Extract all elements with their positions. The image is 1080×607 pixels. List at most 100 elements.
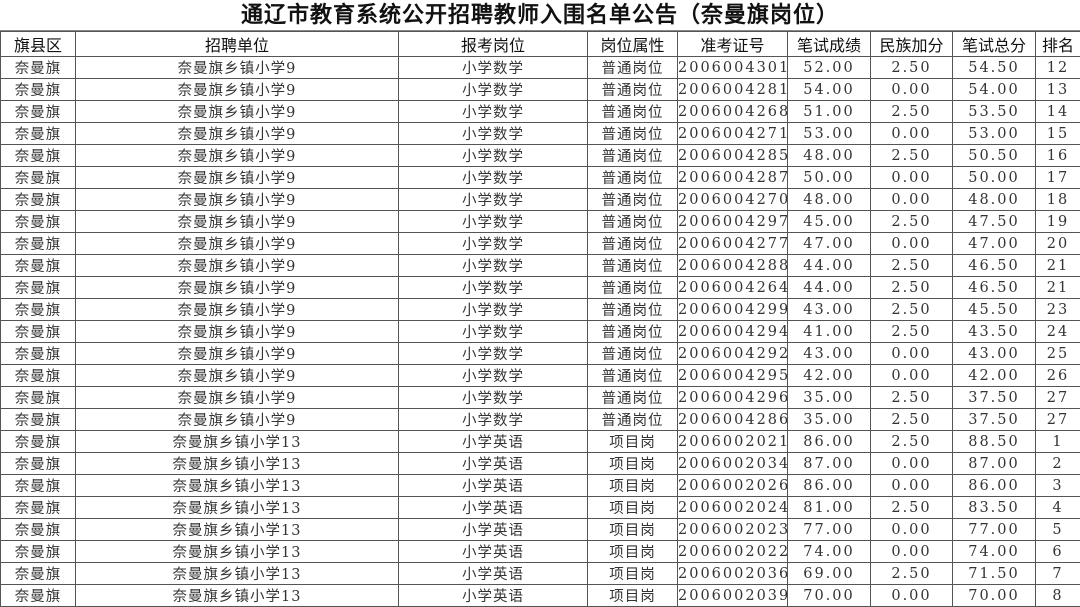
cell-ethnic-bonus: 2.50 (871, 431, 953, 453)
cell-total-score: 53.00 (953, 123, 1036, 145)
cell-ethnic-bonus: 0.00 (871, 453, 953, 475)
cell-ethnic-bonus: 0.00 (871, 189, 953, 211)
cell-rank: 26 (1036, 365, 1080, 387)
cell-position: 小学数学 (399, 57, 588, 79)
cell-rank: 3 (1036, 475, 1080, 497)
cell-ethnic-bonus: 2.50 (871, 321, 953, 343)
cell-recruiting-unit: 奈曼旗乡镇小学13 (76, 563, 399, 585)
cell-recruiting-unit: 奈曼旗乡镇小学9 (76, 101, 399, 123)
cell-position-type: 项目岗 (588, 475, 678, 497)
cell-rank: 5 (1036, 519, 1080, 541)
cell-ethnic-bonus: 0.00 (871, 167, 953, 189)
cell-rank: 6 (1036, 541, 1080, 563)
cell-position-type: 普通岗位 (588, 321, 678, 343)
cell-total-score: 74.00 (953, 541, 1036, 563)
cell-written-score: 77.00 (788, 519, 871, 541)
cell-exam-id: 2006004292 (678, 343, 788, 365)
cell-position: 小学数学 (399, 343, 588, 365)
cell-recruiting-unit: 奈曼旗乡镇小学9 (76, 387, 399, 409)
cell-ethnic-bonus: 0.00 (871, 343, 953, 365)
cell-position: 小学数学 (399, 233, 588, 255)
cell-position: 小学数学 (399, 321, 588, 343)
cell-written-score: 48.00 (788, 189, 871, 211)
cell-exam-id: 2006002039 (678, 585, 788, 607)
cell-position: 小学数学 (399, 365, 588, 387)
cell-exam-id: 2006002021 (678, 431, 788, 453)
cell-position-type: 普通岗位 (588, 167, 678, 189)
cell-exam-id: 2006004296 (678, 387, 788, 409)
cell-district: 奈曼旗 (1, 585, 76, 607)
cell-position-type: 普通岗位 (588, 123, 678, 145)
cell-rank: 1 (1036, 431, 1080, 453)
cell-ethnic-bonus: 0.00 (871, 123, 953, 145)
cell-recruiting-unit: 奈曼旗乡镇小学13 (76, 585, 399, 607)
cell-exam-id: 2006004299 (678, 299, 788, 321)
cell-exam-id: 2006002023 (678, 519, 788, 541)
cell-total-score: 77.00 (953, 519, 1036, 541)
column-header-written-score: 笔试成绩 (788, 32, 871, 57)
cell-position-type: 普通岗位 (588, 79, 678, 101)
cell-recruiting-unit: 奈曼旗乡镇小学9 (76, 255, 399, 277)
cell-total-score: 50.50 (953, 145, 1036, 167)
cell-total-score: 43.50 (953, 321, 1036, 343)
cell-written-score: 51.00 (788, 101, 871, 123)
cell-position-type: 普通岗位 (588, 277, 678, 299)
cell-district: 奈曼旗 (1, 409, 76, 431)
cell-recruiting-unit: 奈曼旗乡镇小学9 (76, 343, 399, 365)
cell-ethnic-bonus: 2.50 (871, 299, 953, 321)
cell-position-type: 普通岗位 (588, 365, 678, 387)
cell-exam-id: 2006004295 (678, 365, 788, 387)
cell-exam-id: 2006004281 (678, 79, 788, 101)
cell-written-score: 86.00 (788, 475, 871, 497)
cell-position: 小学数学 (399, 387, 588, 409)
cell-position-type: 项目岗 (588, 431, 678, 453)
cell-written-score: 48.00 (788, 145, 871, 167)
cell-recruiting-unit: 奈曼旗乡镇小学13 (76, 519, 399, 541)
cell-rank: 24 (1036, 321, 1080, 343)
column-header-position-type: 岗位属性 (588, 32, 678, 57)
cell-recruiting-unit: 奈曼旗乡镇小学9 (76, 321, 399, 343)
column-header-rank: 排名 (1036, 32, 1080, 57)
cell-total-score: 45.50 (953, 299, 1036, 321)
cell-written-score: 35.00 (788, 409, 871, 431)
cell-written-score: 70.00 (788, 585, 871, 607)
cell-exam-id: 2006004297 (678, 211, 788, 233)
cell-rank: 7 (1036, 563, 1080, 585)
cell-position: 小学数学 (399, 123, 588, 145)
cell-total-score: 47.00 (953, 233, 1036, 255)
candidate-table: 旗县区招聘单位报考岗位岗位属性准考证号笔试成绩民族加分笔试总分排名 奈曼旗奈曼旗… (0, 31, 1080, 607)
page-title: 通辽市教育系统公开招聘教师入围名单公告（奈曼旗岗位） (0, 0, 1080, 31)
cell-written-score: 44.00 (788, 255, 871, 277)
cell-district: 奈曼旗 (1, 277, 76, 299)
cell-total-score: 48.00 (953, 189, 1036, 211)
cell-position: 小学数学 (399, 101, 588, 123)
cell-written-score: 47.00 (788, 233, 871, 255)
cell-rank: 13 (1036, 79, 1080, 101)
column-header-recruiting-unit: 招聘单位 (76, 32, 399, 57)
cell-district: 奈曼旗 (1, 233, 76, 255)
column-header-ethnic-bonus: 民族加分 (871, 32, 953, 57)
cell-district: 奈曼旗 (1, 431, 76, 453)
cell-recruiting-unit: 奈曼旗乡镇小学9 (76, 277, 399, 299)
cell-recruiting-unit: 奈曼旗乡镇小学9 (76, 299, 399, 321)
cell-ethnic-bonus: 2.50 (871, 563, 953, 585)
cell-rank: 17 (1036, 167, 1080, 189)
cell-ethnic-bonus: 2.50 (871, 255, 953, 277)
cell-ethnic-bonus: 0.00 (871, 79, 953, 101)
cell-position-type: 普通岗位 (588, 101, 678, 123)
cell-district: 奈曼旗 (1, 563, 76, 585)
cell-total-score: 88.50 (953, 431, 1036, 453)
cell-recruiting-unit: 奈曼旗乡镇小学9 (76, 167, 399, 189)
cell-position: 小学数学 (399, 409, 588, 431)
